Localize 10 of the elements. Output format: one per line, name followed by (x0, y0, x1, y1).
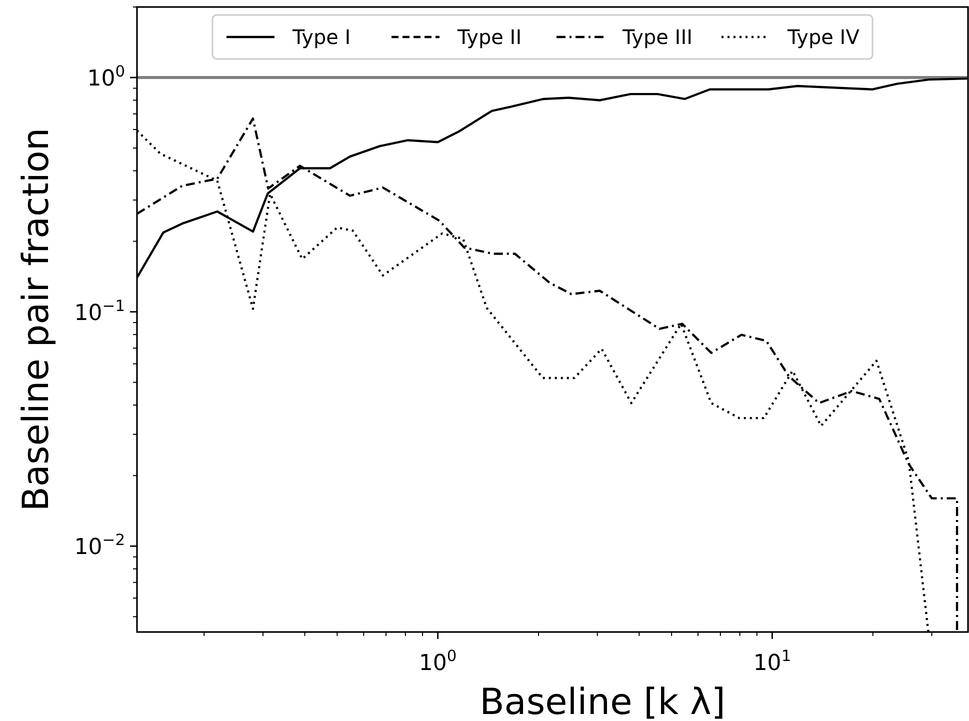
y-tick-label: 10$^{0}$ (87, 62, 125, 92)
y-axis-title: Baseline pair fraction (16, 128, 57, 512)
y-tick-label: 10$^{−2}$ (74, 531, 125, 560)
legend-label: Type IV (786, 25, 860, 49)
y-tick-label: 10$^{−1}$ (74, 296, 125, 326)
legend-label: Type I (292, 25, 351, 49)
x-tick-label: 10$^{1}$ (753, 647, 792, 676)
x-axis-title: Baseline [k λ] (480, 682, 726, 721)
legend-label: Type III (622, 25, 692, 49)
legend-label: Type II (456, 25, 522, 49)
